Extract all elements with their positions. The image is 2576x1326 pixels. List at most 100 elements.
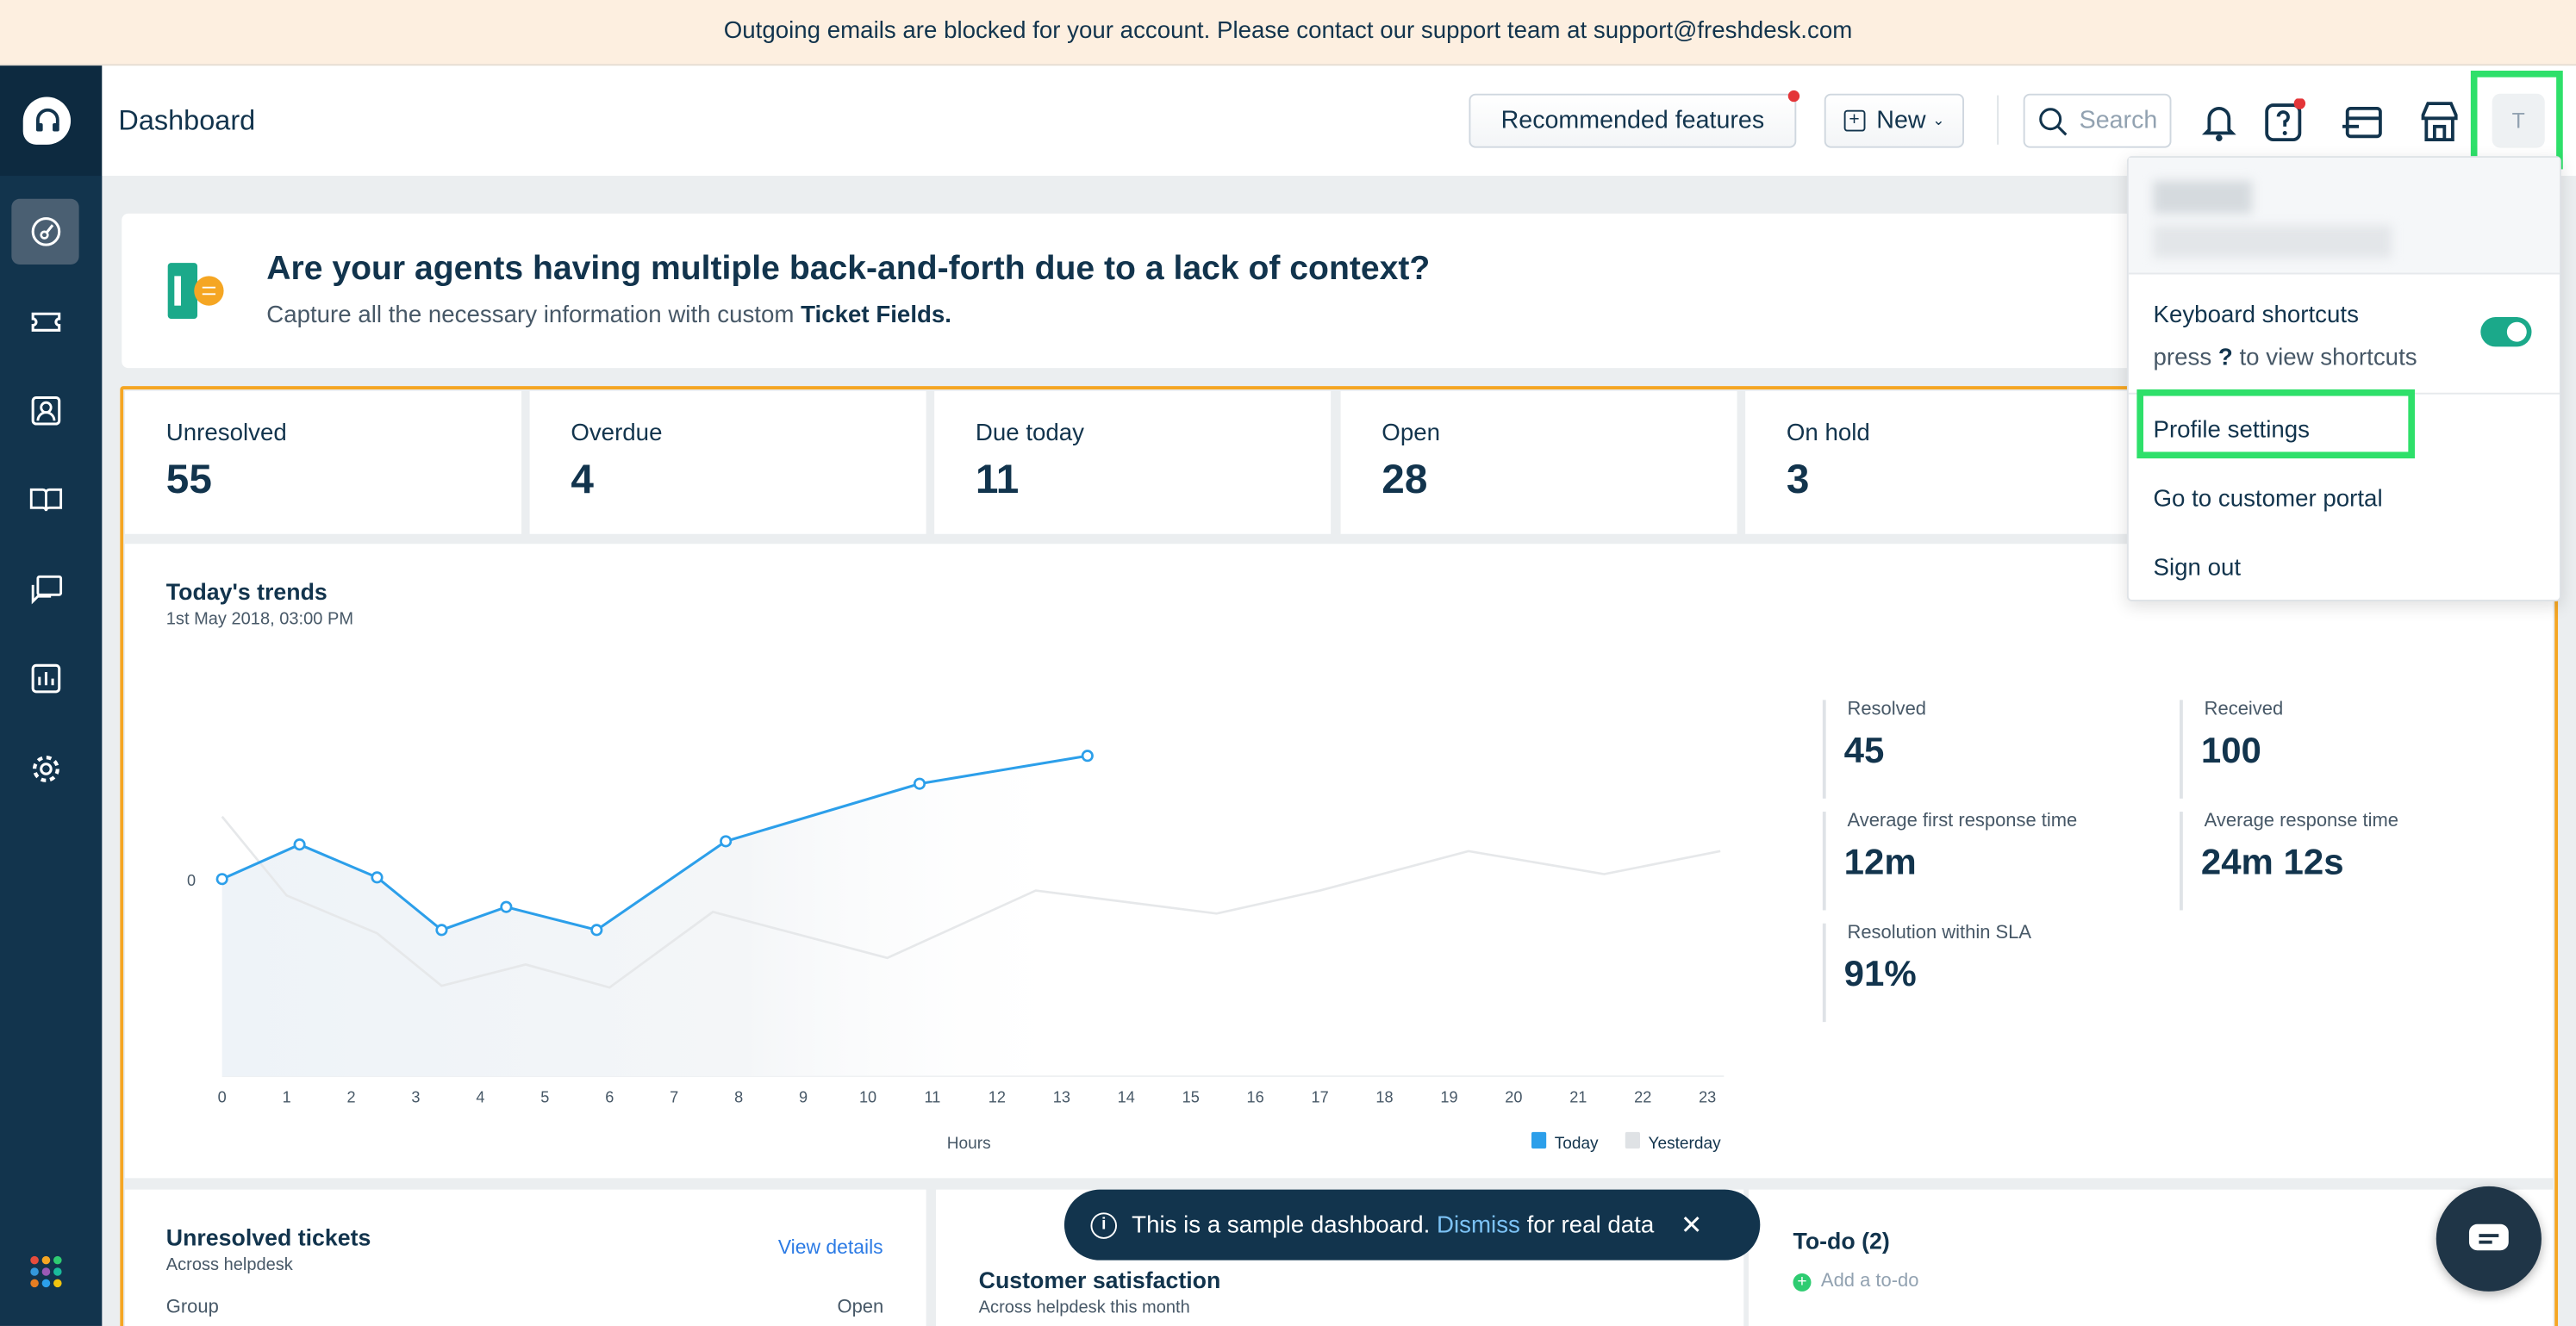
series-line-yesterday [221,815,1721,989]
data-point[interactable] [913,777,926,790]
metric-value: 12m [1843,841,1917,883]
chevron-down-icon: ⌄ [1932,111,1945,128]
keyboard-shortcuts-toggle[interactable] [2480,317,2532,347]
sidebar-item-contacts[interactable] [11,378,78,444]
x-tick-label: 0 [218,1089,227,1106]
metric-value: 100 [2200,729,2261,771]
top-header: Dashboard Recommended features + New ⌄ Sea… [102,65,2576,177]
x-tick-label: 23 [1699,1089,1716,1106]
sidebar-item-forums[interactable] [11,557,78,622]
sidebar-item-ticket[interactable] [11,289,78,355]
stat-card-unresolved[interactable]: Unresolved 55 [125,390,522,534]
view-details-link[interactable]: View details [777,1236,883,1259]
gear-icon [32,756,59,782]
profile-settings-highlight [2136,389,2415,459]
ticket-fields-link[interactable]: Ticket Fields. [801,302,952,329]
data-point[interactable] [1081,750,1094,763]
plus-circle-icon: + [1793,1272,1812,1291]
x-tick-label: 14 [1118,1089,1135,1106]
reports-icon [30,663,60,694]
metric-label: Received [2180,700,2283,799]
todays-trends-card: Today's trends 1st May 2018, 03:00 PM 0 1… [125,544,2554,1179]
stat-card-due-today[interactable]: Due today 11 [934,390,1332,534]
sign-out-menu-item[interactable]: Sign out [2153,555,2242,582]
legend-label: Yesterday [1649,1135,1722,1153]
sidebar-item-knowledge-base[interactable] [11,467,78,532]
unresolved-tickets-card: Unresolved tickets Across helpdesk View … [125,1189,926,1326]
search-input[interactable]: Search [2023,93,2172,148]
profile-settings-menu-item[interactable]: Profile settings [2153,417,2311,444]
dismiss-link[interactable]: Dismiss [1437,1211,1520,1238]
trends-subtitle: 1st May 2018, 03:00 PM [165,609,354,630]
stat-card-overdue[interactable]: Overdue 4 [529,390,926,534]
metric-label: Average first response time [1822,812,2077,911]
new-button[interactable]: + New ⌄ [1824,93,1964,148]
stat-card-open[interactable]: Open 28 [1340,390,1737,534]
page-title: Dashboard [118,105,256,137]
help-icon[interactable] [2261,98,2307,144]
x-tick-label: 21 [1569,1089,1587,1106]
y-tick-label: 0 [187,872,196,889]
metric: Received 100 [2180,700,2283,799]
todo-card: To-do (2) + Add a to-do [1748,1189,2554,1326]
legend-swatch [1625,1131,1640,1149]
metric: Average response time 24m 12s [2180,812,2398,911]
x-tick-label: 9 [799,1089,808,1106]
customer-portal-menu-item[interactable]: Go to customer portal [2153,486,2383,513]
data-point[interactable] [720,835,733,848]
metric-label: Resolved [1822,700,1926,799]
data-point[interactable] [215,873,228,886]
sidebar-item-gear[interactable] [11,736,78,801]
add-todo-button[interactable]: + Add a to-do [1793,1272,1918,1292]
recommended-features-button[interactable]: Recommended features [1469,90,1800,148]
promo-text: Capture all the necessary information wi… [266,302,952,329]
metric-label: Average response time [2180,812,2398,911]
ticket-fields-illustration-icon [167,263,224,319]
x-tick-label: 10 [859,1089,876,1106]
data-point[interactable] [435,924,448,937]
keyboard-shortcuts-label: Keyboard shortcuts [2153,302,2359,329]
dashboard-icon [30,217,60,246]
chat-widget-button[interactable] [2436,1186,2542,1292]
info-icon: i [1090,1211,1118,1238]
stat-value: 28 [1382,457,1428,503]
metric: Resolved 45 [1822,700,1926,799]
stat-value: 11 [975,457,1020,503]
freshdesk-logo-icon[interactable] [22,96,72,145]
stat-card-on-hold[interactable]: On hold 3 [1745,390,2143,534]
metric-value: 91% [1843,953,1917,994]
marketplace-store-icon[interactable] [2417,98,2462,144]
sidebar-item-dashboard[interactable] [11,198,79,265]
sidebar-item-reports[interactable] [11,645,78,711]
calendar-announcement-icon[interactable] [2339,98,2385,144]
bell-icon[interactable] [2196,98,2242,144]
x-tick-label: 15 [1182,1089,1200,1106]
stat-label: Open [1382,420,1441,447]
data-point[interactable] [590,924,603,937]
legend-label: Today [1555,1135,1599,1153]
data-point[interactable] [293,838,306,851]
close-icon[interactable]: ✕ [1680,1211,1703,1240]
ticket-icon [30,312,60,332]
avatar-highlight [2470,71,2563,170]
x-tick-label: 17 [1311,1089,1328,1106]
metric: Resolution within SLA 91% [1822,923,2031,1023]
metric: Average first response time 12m [1822,812,2077,911]
x-tick-label: 22 [1634,1089,1651,1106]
data-point[interactable] [371,871,384,884]
x-tick-label: 6 [605,1089,614,1106]
x-tick-label: 16 [1247,1089,1264,1106]
sample-dashboard-frame [120,386,2559,1326]
data-point[interactable] [500,900,513,913]
notification-dot [1787,90,1800,103]
metric-value: 24m 12s [2200,841,2344,883]
promo-title: Are your agents having multiple back-and… [266,249,1431,288]
x-axis-label: Hours [947,1135,991,1153]
avatar[interactable]: T [2492,93,2545,148]
x-tick-label: 1 [283,1089,291,1106]
apps-grid-icon[interactable] [29,1255,62,1297]
x-tick-label: 13 [1053,1089,1070,1106]
email-blocked-banner: Outgoing emails are blocked for your acc… [0,0,2576,66]
forums-icon [30,575,62,605]
x-tick-label: 2 [347,1089,356,1106]
